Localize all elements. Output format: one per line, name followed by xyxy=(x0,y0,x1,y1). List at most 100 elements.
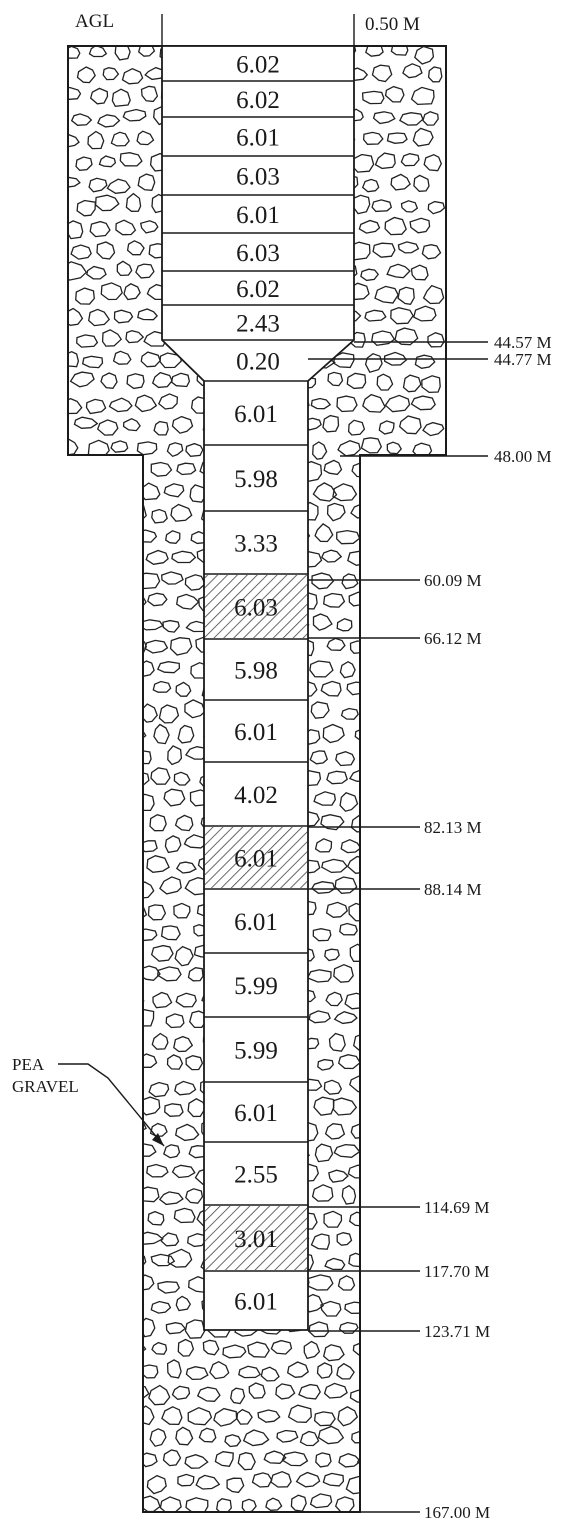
pebble xyxy=(314,1143,334,1163)
pebble xyxy=(122,417,141,432)
pebble xyxy=(226,1477,245,1494)
pebble xyxy=(412,614,438,627)
pebble xyxy=(99,1299,116,1314)
pebble xyxy=(153,723,170,745)
pebble xyxy=(425,946,445,962)
depth-marker-label: 114.69 M xyxy=(424,1198,490,1217)
pebble xyxy=(422,421,445,437)
pebble xyxy=(385,703,405,723)
pebble xyxy=(106,178,131,194)
pebble xyxy=(85,1366,104,1380)
pebble xyxy=(421,989,441,1008)
pebble xyxy=(187,1098,207,1118)
pebble xyxy=(374,285,399,304)
pebble xyxy=(159,876,182,895)
pebble xyxy=(387,484,406,500)
depth-marker-label: 117.70 M xyxy=(424,1262,490,1281)
pebble xyxy=(410,395,436,411)
pebble xyxy=(108,397,133,413)
pebble xyxy=(68,350,80,368)
pebble xyxy=(384,216,407,236)
pebble xyxy=(423,153,443,172)
pebble xyxy=(399,112,424,126)
pebble xyxy=(361,923,387,936)
pebble xyxy=(427,1344,446,1360)
pebble xyxy=(74,1429,96,1442)
pebble xyxy=(90,701,108,718)
pebble xyxy=(174,945,194,967)
pebble xyxy=(384,1495,407,1512)
pebble xyxy=(68,528,85,544)
pebble xyxy=(167,745,183,766)
pebble xyxy=(196,1386,221,1402)
pebble xyxy=(137,793,155,812)
pebble xyxy=(384,1364,408,1378)
pebble xyxy=(76,199,96,217)
pebble xyxy=(151,508,168,524)
pebble xyxy=(214,1451,234,1468)
pebble xyxy=(322,723,345,744)
segment-length-label: 3.33 xyxy=(234,531,278,558)
pebble xyxy=(101,329,123,347)
pebble xyxy=(361,1363,381,1379)
pebble xyxy=(68,46,81,59)
pebble xyxy=(111,921,133,939)
pebble xyxy=(96,419,119,436)
pebble xyxy=(324,948,340,962)
pebble xyxy=(71,727,90,740)
pebble xyxy=(376,1122,394,1136)
pebble xyxy=(140,619,164,631)
pebble xyxy=(195,1474,221,1490)
pebble xyxy=(147,1210,165,1226)
pebble xyxy=(388,662,409,677)
pebble xyxy=(348,1211,368,1227)
pebble xyxy=(397,1344,424,1359)
pebble xyxy=(311,572,335,590)
pebble xyxy=(421,375,441,394)
pebble xyxy=(209,1360,230,1380)
pebble xyxy=(351,462,373,478)
pebble xyxy=(173,771,191,786)
pebble xyxy=(390,173,411,191)
segment-length-label: 3.01 xyxy=(234,1226,278,1253)
pebble xyxy=(175,992,197,1008)
pebble xyxy=(326,637,346,651)
pebble xyxy=(103,550,122,566)
pebble xyxy=(88,1321,108,1338)
pebble xyxy=(110,743,130,762)
pebble xyxy=(175,1295,192,1312)
pebble xyxy=(309,1493,333,1509)
pebble xyxy=(176,462,197,476)
pebble xyxy=(397,902,415,916)
pebble xyxy=(136,1274,155,1291)
pebble xyxy=(427,200,446,215)
pebble xyxy=(390,307,414,325)
pebble xyxy=(349,943,366,962)
pebble xyxy=(369,813,393,826)
pebble xyxy=(429,725,446,739)
pebble xyxy=(341,1184,357,1205)
pebble xyxy=(324,1123,346,1140)
pebble xyxy=(150,944,174,962)
pebble xyxy=(86,1409,107,1427)
pebble xyxy=(163,788,186,807)
pebble xyxy=(84,879,107,894)
pebble xyxy=(68,133,80,148)
pebble xyxy=(425,1432,445,1448)
pebble xyxy=(336,1362,355,1380)
pebble xyxy=(313,1411,336,1427)
segment-length-label: 5.98 xyxy=(234,658,278,685)
pea-label: PEA xyxy=(12,1055,45,1074)
pebble xyxy=(367,880,383,895)
pebble xyxy=(421,244,442,260)
pebble xyxy=(398,773,420,786)
pebble xyxy=(323,1079,343,1095)
pebble xyxy=(87,130,105,150)
pebble xyxy=(411,700,435,719)
pebble xyxy=(123,1430,141,1444)
segment-length-label: 2.43 xyxy=(236,311,280,338)
pebble xyxy=(387,750,408,765)
pebble xyxy=(111,88,131,107)
pebble xyxy=(408,1449,430,1469)
pebble xyxy=(151,371,173,389)
